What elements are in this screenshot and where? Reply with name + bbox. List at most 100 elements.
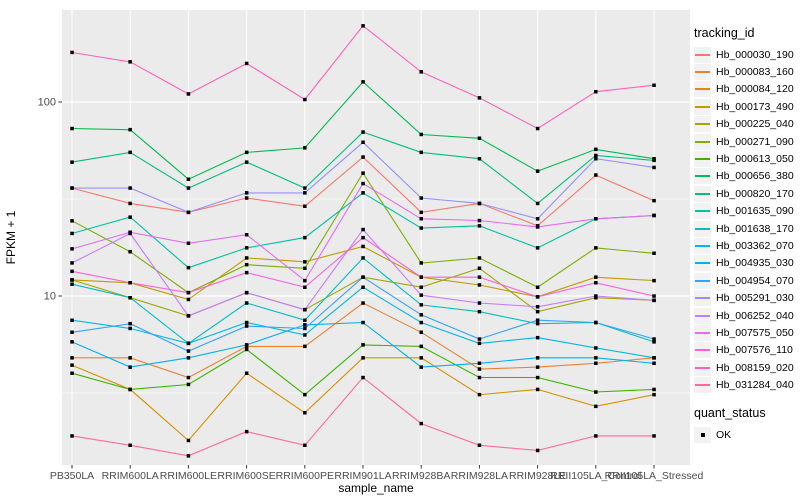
legend-label: Hb_000820_170 <box>716 187 794 200</box>
data-point-marker <box>361 301 365 305</box>
data-point-marker <box>594 275 598 279</box>
data-point-marker <box>244 324 249 328</box>
data-point-marker <box>535 295 540 299</box>
data-point-marker <box>652 83 656 87</box>
data-point-marker <box>303 260 307 264</box>
x-tick-label: RRIM600PE <box>276 470 334 482</box>
legend-item: Hb_007576_110 <box>694 342 800 359</box>
legend-item: Hb_006252_040 <box>694 307 800 324</box>
data-point-marker <box>128 356 132 360</box>
series-color-key-icon <box>694 359 711 376</box>
data-point-marker <box>186 241 191 245</box>
data-point-marker <box>477 136 482 140</box>
data-point-marker <box>477 392 482 397</box>
data-point-marker <box>419 285 423 289</box>
data-point-marker <box>186 265 191 270</box>
data-point-marker <box>70 340 74 344</box>
data-point-marker <box>652 298 656 303</box>
data-point-marker <box>186 177 191 181</box>
data-point-marker <box>652 387 656 392</box>
data-point-marker <box>186 186 191 190</box>
legend-label: Hb_008159_020 <box>716 361 794 374</box>
series-color-key-icon <box>694 64 711 81</box>
data-point-marker <box>477 301 482 305</box>
quant-status-legend: quant_status OK <box>694 406 800 443</box>
series-color-key-icon <box>694 168 711 185</box>
legend-label: Hb_005291_030 <box>716 292 794 305</box>
data-point-marker <box>477 157 482 161</box>
data-point-marker <box>477 275 482 279</box>
series-color-key-icon <box>694 307 711 324</box>
legend-item: Hb_000173_490 <box>694 98 800 115</box>
data-point-marker <box>419 196 423 200</box>
series-color-key-icon <box>694 81 711 98</box>
data-point-marker <box>70 247 74 251</box>
legend-label: Hb_001635_090 <box>716 205 794 218</box>
data-point-marker <box>477 341 482 346</box>
x-tick-label: RRII105LA_Control <box>550 470 641 482</box>
data-point-marker <box>535 225 540 229</box>
data-point-marker <box>303 307 307 312</box>
data-point-marker <box>244 347 249 352</box>
data-point-marker <box>652 198 656 203</box>
data-point-marker <box>70 363 74 367</box>
data-point-marker <box>477 367 482 371</box>
data-point-marker <box>128 230 132 234</box>
data-point-marker <box>594 157 598 161</box>
legend-item: Hb_000271_090 <box>694 133 800 150</box>
data-point-marker <box>594 356 598 360</box>
series-color-key-icon <box>694 255 711 272</box>
data-point-marker <box>128 201 132 206</box>
data-point-marker <box>128 150 132 155</box>
data-point-marker <box>652 337 656 341</box>
ok-square-icon <box>694 426 711 443</box>
data-point-marker <box>652 278 656 283</box>
data-point-marker <box>244 270 249 275</box>
data-point-marker <box>70 278 74 282</box>
series-color-key-icon <box>694 342 711 359</box>
data-point-marker <box>535 217 540 221</box>
legend-item: Hb_000656_380 <box>694 168 800 185</box>
x-tick-label: RRII105LA_Stressed <box>605 470 704 482</box>
x-tick-label: RRIM600LE <box>160 470 217 482</box>
data-point-marker <box>419 330 423 334</box>
data-point-marker <box>186 454 191 458</box>
data-point-marker <box>535 321 540 326</box>
data-point-marker <box>419 70 423 74</box>
data-point-marker <box>361 256 365 260</box>
legend-item: Hb_004935_030 <box>694 255 800 272</box>
legend-label: Hb_003362_070 <box>716 239 794 252</box>
x-tick-label: RRIM901LA <box>334 470 391 482</box>
data-point-marker <box>361 275 365 279</box>
data-point-marker <box>477 96 482 100</box>
data-point-marker <box>244 191 249 195</box>
legend-item: Hb_000613_050 <box>694 150 800 168</box>
x-axis-title: sample_name <box>338 481 414 495</box>
series-color-key-icon <box>694 324 711 341</box>
data-point-marker <box>477 218 482 223</box>
data-point-marker <box>361 130 365 134</box>
legend-label: Hb_000271_090 <box>716 135 794 148</box>
series-color-key-icon <box>694 98 711 115</box>
legend-item: Hb_007575_050 <box>694 324 800 341</box>
data-point-marker <box>419 303 423 307</box>
series-color-key-icon <box>694 203 711 220</box>
y-tick-label: 10 <box>44 291 56 303</box>
data-point-marker <box>70 50 74 55</box>
y-tick-label: 100 <box>38 97 56 109</box>
data-point-marker <box>244 429 249 434</box>
data-point-marker <box>419 226 423 230</box>
series-color-key-icon <box>694 185 711 202</box>
data-point-marker <box>303 326 307 331</box>
legend-item: Hb_000225_040 <box>694 116 800 133</box>
data-point-marker <box>244 320 249 325</box>
data-point-marker <box>186 314 191 318</box>
data-point-marker <box>361 191 365 195</box>
data-point-marker <box>419 421 423 426</box>
legend-label: Hb_007575_050 <box>716 326 794 339</box>
legend-item: Hb_000084_120 <box>694 81 800 98</box>
legend-label: Hb_004954_070 <box>716 274 794 287</box>
data-point-marker <box>594 390 598 394</box>
legend-item: Hb_000820_170 <box>694 185 800 202</box>
